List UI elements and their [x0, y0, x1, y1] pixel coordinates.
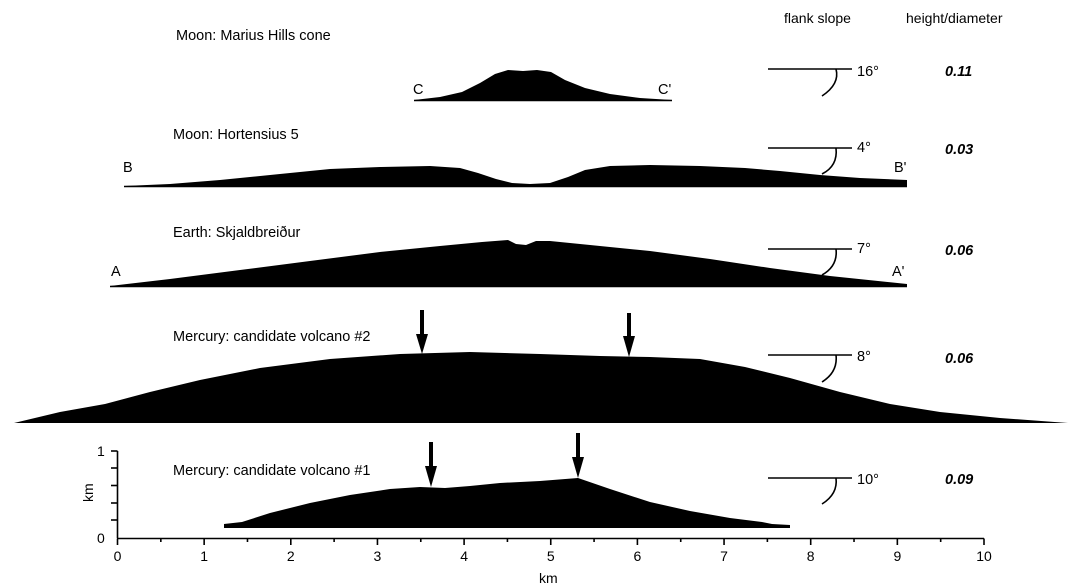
x-tick-label: 1 [200, 548, 208, 564]
profile-silhouette [110, 240, 907, 286]
profile-mercury-volcano-2: Mercury: candidate volcano #2 8° 0.06 [14, 310, 1068, 423]
slope-indicator: 7° [768, 241, 871, 276]
profile-title: Moon: Marius Hills cone [176, 28, 331, 44]
slope-indicator: 16° [768, 64, 879, 97]
profile-skjaldbreidur: Earth: Skjaldbreiður A A' 7° 0.06 [110, 225, 974, 288]
slope-indicator: 4° [768, 140, 871, 175]
profile-silhouette [414, 70, 672, 100]
arrow-marker [425, 442, 437, 487]
y-axis-label: km [80, 483, 96, 502]
x-tick-label: 5 [547, 548, 555, 564]
profile-end-label: C' [658, 82, 671, 98]
x-tick-label: 0 [114, 548, 122, 564]
slope-value: 7° [857, 241, 871, 257]
profile-start-label: A [111, 264, 121, 280]
profile-title: Earth: Skjaldbreiður [173, 225, 301, 241]
x-tick-label: 9 [893, 548, 901, 564]
x-tick-label: 7 [720, 548, 728, 564]
profile-marius-hills: Moon: Marius Hills cone C C' 16° 0.11 [176, 28, 972, 102]
profile-title: Mercury: candidate volcano #1 [173, 463, 370, 479]
x-tick-label: 3 [374, 548, 382, 564]
profile-silhouette [124, 165, 907, 186]
arrow-marker [416, 310, 428, 354]
x-tick-label: 4 [460, 548, 468, 564]
height-diameter-value: 0.03 [945, 142, 973, 158]
slope-value: 8° [857, 349, 871, 365]
x-tick-label: 2 [287, 548, 295, 564]
profile-end-label: A' [892, 264, 905, 280]
y-tick-label: 0 [97, 530, 105, 546]
profile-silhouette [14, 352, 1068, 423]
profile-title: Mercury: candidate volcano #2 [173, 329, 370, 345]
profile-mercury-volcano-1: Mercury: candidate volcano #1 10° 0.09 [173, 433, 973, 528]
profile-title: Moon: Hortensius 5 [173, 127, 299, 143]
height-diameter-header: height/diameter [906, 10, 1003, 26]
arrow-marker [572, 433, 584, 478]
slope-value: 10° [857, 472, 879, 488]
y-tick-label: 1 [97, 443, 105, 459]
slope-indicator: 10° [768, 472, 879, 505]
x-tick-label: 10 [976, 548, 992, 564]
profile-silhouette [224, 478, 790, 528]
height-diameter-value: 0.06 [945, 351, 974, 367]
profile-start-label: C [413, 82, 423, 98]
slope-value: 4° [857, 140, 871, 156]
x-axis-ticks: 0 1 2 3 4 5 6 7 8 9 10 [114, 538, 992, 564]
profile-end-label: B' [894, 160, 907, 176]
height-diameter-value: 0.11 [945, 64, 972, 80]
height-diameter-value: 0.06 [945, 243, 974, 259]
x-axis-label: km [539, 570, 558, 586]
x-tick-label: 8 [807, 548, 815, 564]
height-diameter-value: 0.09 [945, 472, 973, 488]
slope-indicator: 8° [768, 349, 871, 383]
arrow-marker [623, 313, 635, 357]
scale-axes: 1 0 km 0 1 2 3 4 5 6 7 8 9 10 km [80, 443, 992, 586]
profile-hortensius-5: Moon: Hortensius 5 B B' 4° 0.03 [123, 127, 973, 188]
slope-value: 16° [857, 64, 879, 80]
flank-slope-header: flank slope [784, 10, 851, 26]
x-tick-label: 6 [634, 548, 642, 564]
profile-start-label: B [123, 160, 133, 176]
